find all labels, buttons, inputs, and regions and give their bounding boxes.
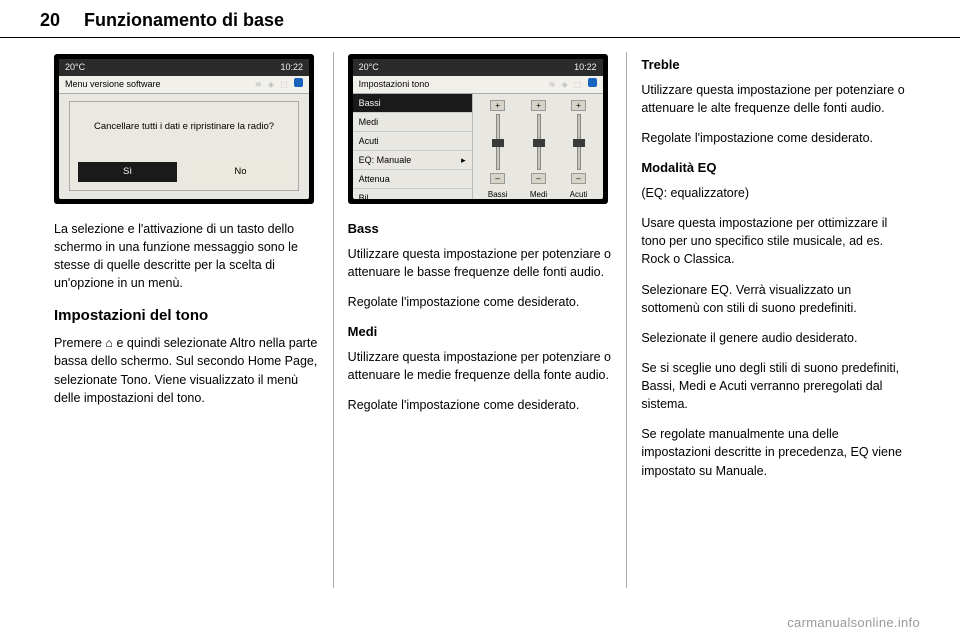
heading-eq: Modalità EQ bbox=[641, 159, 906, 178]
ss-btn-no: No bbox=[191, 162, 290, 182]
slider-acuti: + – Acuti bbox=[570, 100, 588, 199]
slider-track bbox=[496, 114, 500, 170]
para-bass2: Regolate l'impostazione come desiderato. bbox=[348, 293, 613, 311]
content-columns: 20°C 10:22 Menu versione software ≋ ◈ ⬚ … bbox=[0, 38, 960, 598]
ss-dialog-question: Cancellare tutti i dati e ripristinare l… bbox=[78, 120, 290, 134]
ss2-temp: 20°C bbox=[359, 61, 379, 74]
para-bass1: Utilizzare questa impostazione per poten… bbox=[348, 245, 613, 281]
tone-row-bil: Bil bbox=[353, 189, 472, 199]
ss-topbar: 20°C 10:22 bbox=[59, 59, 309, 76]
column-3: Treble Utilizzare questa impostazione pe… bbox=[626, 52, 920, 588]
chevron-right-icon: ▸ bbox=[461, 154, 466, 167]
slider-label-bassi: Bassi bbox=[488, 189, 508, 199]
column-1: 20°C 10:22 Menu versione software ≋ ◈ ⬚ … bbox=[40, 52, 333, 588]
bluetooth-badge-icon bbox=[294, 78, 303, 87]
ss-dialog-buttons: Sì No bbox=[78, 162, 290, 182]
ss2-menu-title: Impostazioni tono bbox=[359, 78, 430, 91]
para-eq-note: (EQ: equalizzatore) bbox=[641, 184, 906, 202]
screenshot-dialog: 20°C 10:22 Menu versione software ≋ ◈ ⬚ … bbox=[54, 54, 314, 204]
screenshot-tone: 20°C 10:22 Impostazioni tono ≋ ◈ ⬚ Bassi… bbox=[348, 54, 608, 204]
slider-medi: + – Medi bbox=[530, 100, 547, 199]
heading-tone-settings: Impostazioni del tono bbox=[54, 305, 319, 327]
slider-minus-icon: – bbox=[490, 173, 505, 184]
ss-menu-title-row: Menu versione software ≋ ◈ ⬚ bbox=[59, 76, 309, 94]
slider-label-acuti: Acuti bbox=[570, 189, 588, 199]
ss-tone-sliders: + – Bassi + – Medi + bbox=[473, 94, 603, 199]
home-icon: ⌂ bbox=[105, 334, 113, 352]
ss-temp: 20°C bbox=[65, 61, 85, 74]
slider-track bbox=[577, 114, 581, 170]
heading-medi: Medi bbox=[348, 323, 613, 342]
ss2-menu-title-row: Impostazioni tono ≋ ◈ ⬚ bbox=[353, 76, 603, 94]
para-eq4: Se si sceglie uno degli stili di suono p… bbox=[641, 359, 906, 413]
para-medi2: Regolate l'impostazione come desiderato. bbox=[348, 396, 613, 414]
slider-bassi: + – Bassi bbox=[488, 100, 508, 199]
ss-tone-body: Bassi Medi Acuti EQ: Manuale ▸ Attenua B… bbox=[353, 94, 603, 199]
slider-minus-icon: – bbox=[531, 173, 546, 184]
col1-para2: Premere ⌂ e quindi selezionate Altro nel… bbox=[54, 334, 319, 407]
tone-row-eq-label: EQ: Manuale bbox=[359, 154, 412, 167]
ss-tone-list: Bassi Medi Acuti EQ: Manuale ▸ Attenua B… bbox=[353, 94, 473, 199]
column-2: 20°C 10:22 Impostazioni tono ≋ ◈ ⬚ Bassi… bbox=[333, 52, 627, 588]
slider-track bbox=[537, 114, 541, 170]
ss-status-icons: ≋ ◈ ⬚ bbox=[255, 78, 303, 91]
heading-bass: Bass bbox=[348, 220, 613, 239]
para-treble2: Regolate l'impostazione come desiderato. bbox=[641, 129, 906, 147]
watermark: carmanualsonline.info bbox=[787, 615, 920, 630]
ss-dialog: Cancellare tutti i dati e ripristinare l… bbox=[69, 101, 299, 191]
slider-label-medi: Medi bbox=[530, 189, 547, 199]
col1-para1: La selezione e l'attivazione di un tasto… bbox=[54, 220, 319, 293]
slider-thumb bbox=[492, 139, 504, 147]
ss2-time: 10:22 bbox=[574, 61, 597, 74]
tone-row-bassi: Bassi bbox=[353, 94, 472, 113]
ss-menu-title: Menu versione software bbox=[65, 78, 161, 91]
tone-row-acuti: Acuti bbox=[353, 132, 472, 151]
ss-btn-yes: Sì bbox=[78, 162, 177, 182]
ss2-topbar: 20°C 10:22 bbox=[353, 59, 603, 76]
slider-minus-icon: – bbox=[571, 173, 586, 184]
section-title: Funzionamento di base bbox=[84, 10, 284, 31]
tone-row-medi: Medi bbox=[353, 113, 472, 132]
slider-plus-icon: + bbox=[490, 100, 505, 111]
para-eq5: Se regolate manualmente una delle impost… bbox=[641, 425, 906, 479]
col1-p2a: Premere bbox=[54, 336, 105, 350]
page-header: 20 Funzionamento di base bbox=[0, 0, 960, 38]
para-treble1: Utilizzare questa impostazione per poten… bbox=[641, 81, 906, 117]
ss2-status-icons: ≋ ◈ ⬚ bbox=[549, 78, 597, 91]
page-number: 20 bbox=[40, 10, 60, 31]
para-eq1: Usare questa impostazione per ottimizzar… bbox=[641, 214, 906, 268]
tone-row-eq: EQ: Manuale ▸ bbox=[353, 151, 472, 170]
ss-time: 10:22 bbox=[280, 61, 303, 74]
para-eq2: Selezionare EQ. Verrà visualizzato un so… bbox=[641, 281, 906, 317]
slider-plus-icon: + bbox=[571, 100, 586, 111]
bluetooth-badge-icon bbox=[588, 78, 597, 87]
heading-treble: Treble bbox=[641, 56, 906, 75]
slider-plus-icon: + bbox=[531, 100, 546, 111]
slider-thumb bbox=[533, 139, 545, 147]
para-medi1: Utilizzare questa impostazione per poten… bbox=[348, 348, 613, 384]
para-eq3: Selezionate il genere audio desiderato. bbox=[641, 329, 906, 347]
slider-thumb bbox=[573, 139, 585, 147]
tone-row-attenua: Attenua bbox=[353, 170, 472, 189]
